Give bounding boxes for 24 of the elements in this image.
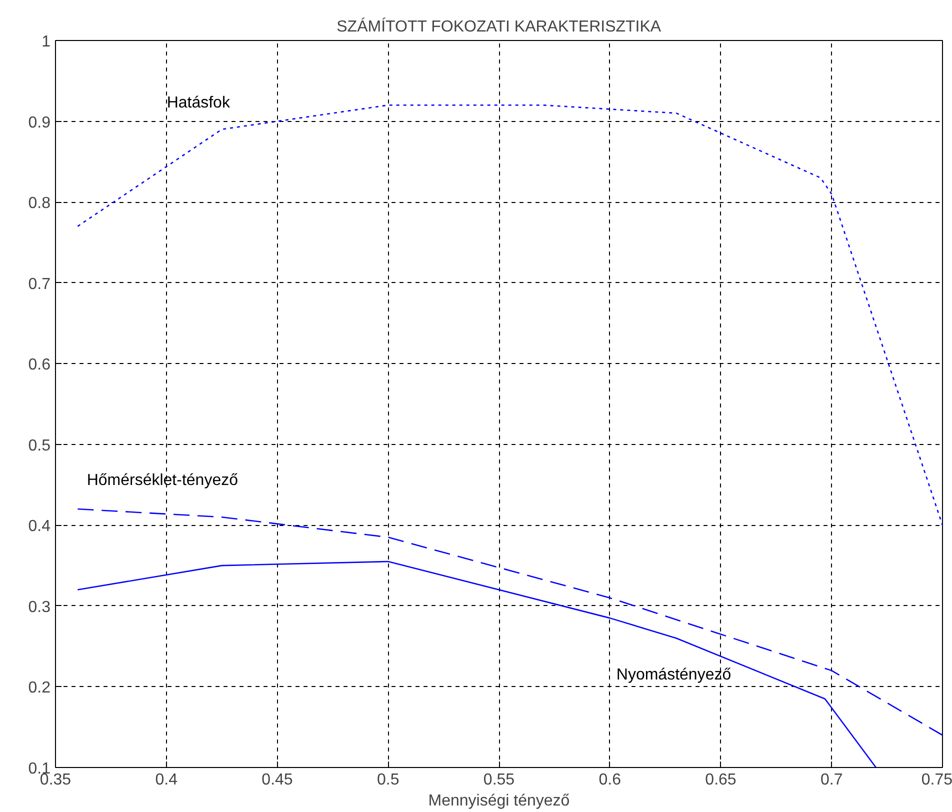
y-tick-label: 0.7: [28, 276, 51, 293]
y-tick-label: 0.4: [28, 518, 51, 536]
line-series: [77, 560, 877, 768]
y-tick-label: 0.5: [28, 437, 51, 454]
x-tick-label: 0.5: [377, 772, 400, 788]
y-tick-label: 0.2: [28, 680, 51, 697]
y-tick-label: 0.8: [28, 195, 51, 212]
y-tick-label: 0.6: [28, 356, 51, 374]
chart-title: SZÁMÍTOTT FOKOZATI KARAKTERISZTIKA: [336, 18, 662, 36]
x-axis-title: Mennyiségi tényező: [428, 792, 570, 810]
series-label: Hőmérséklet-tényező: [86, 472, 238, 490]
x-tick-label: 0.6: [598, 772, 622, 788]
line-series: [77, 508, 942, 736]
y-tick-label: 0.9: [28, 114, 51, 132]
x-tick-label: 0.65: [705, 772, 736, 788]
series-label: Hatásfok: [166, 94, 231, 112]
x-tick-label: 0.75: [921, 772, 952, 788]
y-tick-label: 1: [42, 34, 51, 50]
x-tick-label: 0.45: [262, 772, 293, 788]
y-tick-label: 0.3: [28, 598, 51, 616]
x-tick-label: 0.7: [820, 772, 843, 788]
x-tick-label: 0.55: [483, 772, 515, 788]
x-tick-label: 0.4: [155, 772, 178, 788]
series-label: Nyomástényező: [616, 666, 732, 684]
